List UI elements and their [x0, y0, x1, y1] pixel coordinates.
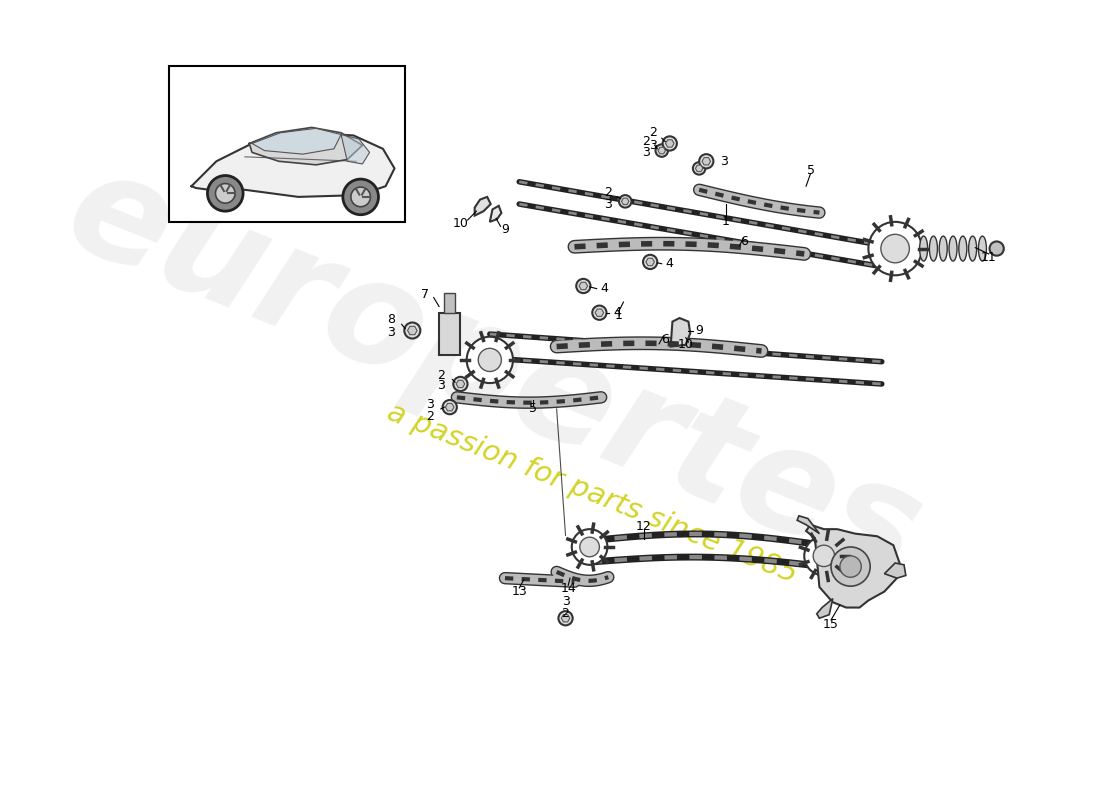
Bar	[169, 66, 405, 222]
Text: 2: 2	[562, 607, 570, 620]
Circle shape	[442, 400, 456, 414]
Text: 11: 11	[981, 251, 997, 264]
Polygon shape	[595, 309, 604, 317]
Ellipse shape	[959, 236, 967, 261]
Text: a passion for parts since 1985: a passion for parts since 1985	[383, 398, 802, 589]
Ellipse shape	[949, 236, 957, 261]
Text: 12: 12	[636, 520, 652, 533]
Text: 2: 2	[649, 126, 657, 139]
Polygon shape	[475, 197, 491, 216]
Circle shape	[644, 255, 658, 269]
Circle shape	[208, 175, 243, 211]
Circle shape	[881, 234, 910, 263]
Ellipse shape	[920, 236, 927, 261]
Text: 15: 15	[823, 618, 839, 631]
Text: 2: 2	[426, 410, 434, 422]
Polygon shape	[446, 403, 454, 411]
Polygon shape	[252, 128, 341, 154]
Text: 9: 9	[500, 223, 509, 236]
Circle shape	[804, 536, 844, 575]
Polygon shape	[695, 165, 703, 172]
Text: 4: 4	[614, 306, 622, 319]
Circle shape	[580, 537, 600, 557]
Text: 6: 6	[740, 235, 748, 248]
Circle shape	[693, 162, 705, 174]
Polygon shape	[658, 147, 666, 154]
Circle shape	[868, 222, 922, 275]
Text: 1: 1	[615, 309, 623, 322]
Polygon shape	[621, 198, 629, 205]
Text: 4: 4	[600, 282, 608, 295]
Circle shape	[619, 195, 631, 207]
Ellipse shape	[939, 236, 947, 261]
Text: 3: 3	[641, 146, 650, 159]
Polygon shape	[456, 380, 464, 388]
Text: 7: 7	[421, 288, 429, 302]
Text: 13: 13	[512, 585, 527, 598]
Circle shape	[830, 547, 870, 586]
Text: 2: 2	[641, 135, 650, 148]
Text: 3: 3	[387, 326, 395, 339]
Text: 14: 14	[560, 582, 576, 595]
Ellipse shape	[969, 236, 977, 261]
Circle shape	[662, 136, 676, 150]
Polygon shape	[490, 206, 502, 222]
Circle shape	[478, 348, 502, 371]
Polygon shape	[666, 140, 674, 147]
Polygon shape	[646, 258, 654, 266]
Polygon shape	[816, 598, 833, 618]
Circle shape	[813, 545, 835, 566]
Text: 3: 3	[437, 379, 444, 392]
Circle shape	[572, 529, 607, 565]
Text: 3: 3	[426, 398, 434, 411]
Circle shape	[990, 242, 1004, 256]
Text: 2: 2	[437, 369, 444, 382]
Polygon shape	[671, 318, 690, 346]
Bar	[439, 313, 461, 355]
Circle shape	[700, 154, 714, 169]
Polygon shape	[250, 127, 362, 165]
Bar	[444, 293, 455, 313]
Text: 1: 1	[722, 215, 729, 228]
Text: 5: 5	[806, 164, 814, 177]
Text: 9: 9	[695, 324, 703, 337]
Text: 2: 2	[604, 186, 613, 199]
Polygon shape	[407, 326, 417, 334]
Polygon shape	[798, 516, 820, 534]
Text: 3: 3	[649, 138, 657, 152]
Polygon shape	[884, 563, 905, 578]
Circle shape	[592, 306, 606, 320]
Text: europertes: europertes	[48, 138, 940, 608]
Text: 8: 8	[387, 314, 395, 326]
Circle shape	[216, 183, 235, 203]
Ellipse shape	[930, 236, 937, 261]
Text: 3: 3	[562, 595, 570, 608]
Circle shape	[576, 279, 591, 293]
Ellipse shape	[978, 236, 987, 261]
Polygon shape	[191, 133, 395, 197]
Text: 6: 6	[661, 333, 669, 346]
Circle shape	[453, 377, 468, 391]
Text: 3: 3	[720, 154, 728, 168]
Polygon shape	[702, 158, 711, 165]
Circle shape	[405, 322, 420, 338]
Circle shape	[466, 337, 513, 383]
Polygon shape	[579, 282, 587, 290]
Circle shape	[656, 144, 668, 157]
Text: 5: 5	[529, 402, 537, 415]
Circle shape	[840, 556, 861, 578]
Polygon shape	[806, 525, 900, 607]
Text: 4: 4	[666, 258, 673, 270]
Circle shape	[559, 611, 573, 626]
Circle shape	[351, 187, 371, 206]
Text: 3: 3	[604, 198, 613, 210]
Circle shape	[343, 179, 378, 214]
Polygon shape	[341, 134, 370, 164]
Text: 10: 10	[678, 338, 694, 351]
Polygon shape	[561, 614, 570, 622]
Text: 10: 10	[452, 217, 469, 230]
